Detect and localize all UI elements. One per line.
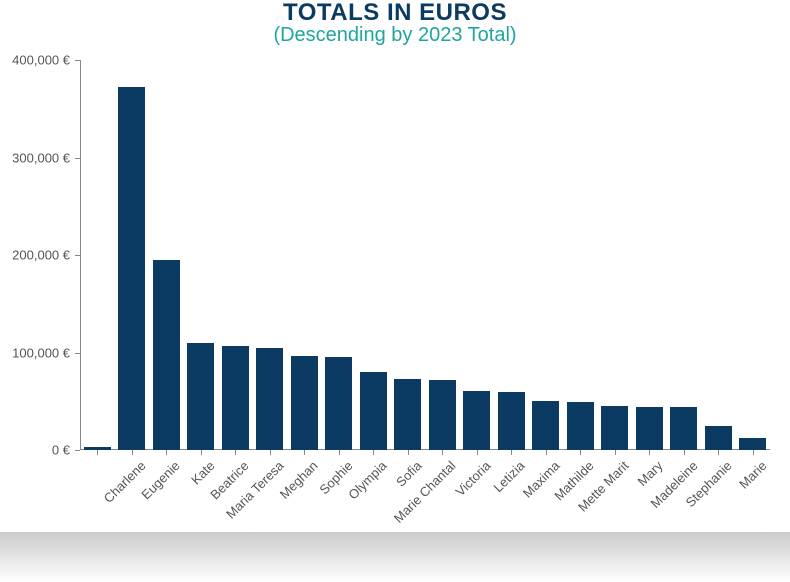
x-axis-line <box>80 449 770 450</box>
bar <box>498 392 525 450</box>
bar <box>636 407 663 450</box>
bar <box>153 260 180 450</box>
ytick-label: 100,000 € <box>12 345 70 360</box>
xtick-mark <box>511 450 512 455</box>
bar <box>187 343 214 450</box>
bar <box>532 401 559 450</box>
ytick-mark <box>75 255 80 256</box>
bar <box>118 87 145 450</box>
xtick-mark <box>442 450 443 455</box>
ytick-mark <box>75 60 80 61</box>
chart-title: TOTALS IN EUROS <box>0 0 790 25</box>
bar <box>256 348 283 450</box>
ytick-mark <box>75 450 80 451</box>
xtick-mark <box>270 450 271 455</box>
bar <box>670 407 697 450</box>
bar <box>463 391 490 450</box>
xtick-mark <box>304 450 305 455</box>
xtick-mark <box>546 450 547 455</box>
bar <box>222 346 249 450</box>
bar <box>394 379 421 450</box>
bar <box>429 380 456 450</box>
xtick-mark <box>166 450 167 455</box>
plot-area: 0 €100,000 €200,000 €300,000 €400,000 €C… <box>80 60 770 450</box>
xtick-mark <box>339 450 340 455</box>
xtick-mark <box>408 450 409 455</box>
xtick-mark <box>615 450 616 455</box>
ytick-mark <box>75 353 80 354</box>
ytick-label: 0 € <box>52 443 70 458</box>
ytick-mark <box>75 158 80 159</box>
xtick-mark <box>201 450 202 455</box>
xtick-mark <box>649 450 650 455</box>
ytick-label: 400,000 € <box>12 53 70 68</box>
xtick-mark <box>235 450 236 455</box>
xtick-mark <box>684 450 685 455</box>
bar <box>601 406 628 450</box>
xtick-mark <box>373 450 374 455</box>
chart-title-block: TOTALS IN EUROS (Descending by 2023 Tota… <box>0 0 790 46</box>
ytick-label: 300,000 € <box>12 150 70 165</box>
chart-subtitle: (Descending by 2023 Total) <box>0 25 790 46</box>
bar <box>291 356 318 450</box>
xtick-mark <box>580 450 581 455</box>
bar <box>705 426 732 450</box>
bar <box>325 357 352 450</box>
xtick-mark <box>718 450 719 455</box>
xtick-mark <box>753 450 754 455</box>
y-axis-line <box>80 60 81 450</box>
xtick-mark <box>97 450 98 455</box>
xtick-mark <box>477 450 478 455</box>
xtick-mark <box>132 450 133 455</box>
ytick-label: 200,000 € <box>12 248 70 263</box>
bar <box>567 402 594 450</box>
bar <box>739 438 766 450</box>
bar <box>360 372 387 450</box>
